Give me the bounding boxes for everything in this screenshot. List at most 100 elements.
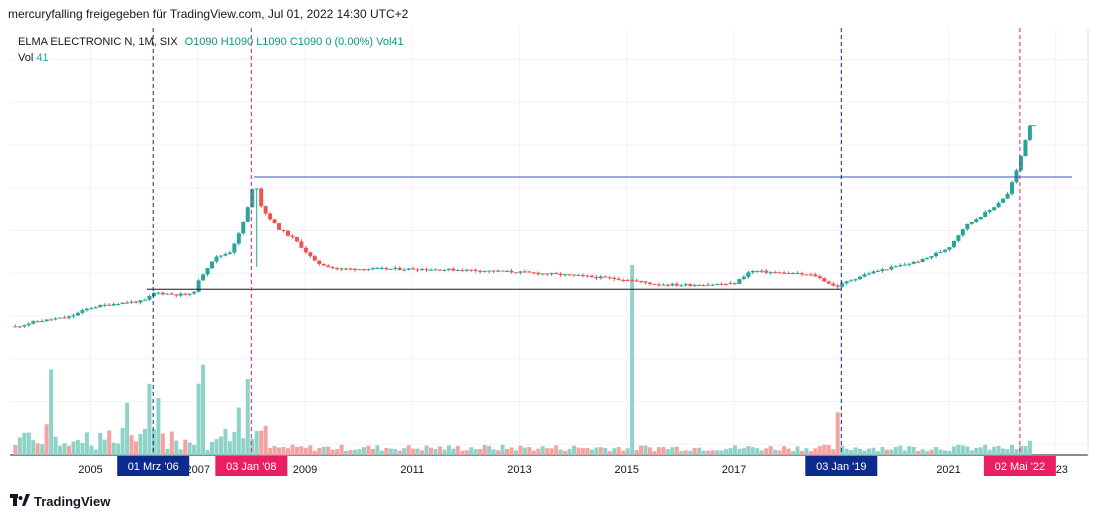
date-badge [215, 456, 288, 476]
tradingview-brand[interactable]: TradingView [34, 493, 111, 509]
candle-body [496, 270, 501, 272]
candle-body [518, 271, 523, 273]
candle-body [89, 307, 94, 309]
volume-bar [585, 447, 590, 455]
candle-body [1018, 156, 1023, 171]
candle-body [500, 270, 505, 272]
candle-body [871, 271, 876, 274]
volume-bar [312, 450, 317, 455]
volume-bar [871, 447, 876, 455]
volume-bar [174, 440, 179, 455]
volume-bar [782, 446, 787, 455]
candle-body [201, 274, 206, 281]
candle-body [178, 293, 183, 296]
candle-body [572, 274, 577, 276]
candle-body [956, 235, 961, 241]
volume-bar [656, 447, 661, 455]
volume-bar [612, 448, 617, 455]
volume-bar [925, 451, 930, 455]
candle-body [652, 283, 657, 285]
candle-body [951, 240, 956, 248]
candle-body [768, 272, 773, 274]
candle-body [625, 280, 630, 282]
footer: TradingView [10, 491, 110, 511]
volume-bar [241, 438, 246, 455]
volume-bar [71, 441, 76, 455]
volume-bar [831, 449, 836, 455]
date-badge-label: 03 Jan '08 [226, 461, 276, 473]
volume-bar [460, 450, 465, 455]
volume-bar [491, 449, 496, 455]
candle-body [822, 278, 827, 282]
tradingview-logo-icon[interactable] [10, 494, 30, 508]
candle-body [898, 265, 903, 267]
volume-bar [321, 446, 326, 455]
candle-body [312, 256, 317, 261]
volume-bar [348, 449, 353, 455]
candle-body [415, 269, 420, 271]
volume-bar [160, 433, 165, 455]
volume-bar [13, 445, 18, 455]
x-tick-label: 2009 [293, 464, 317, 476]
volume-bar [630, 265, 635, 455]
volume-bar [308, 445, 313, 455]
volume-bar [75, 439, 80, 455]
candle-body [817, 276, 822, 279]
volume-bar [840, 445, 845, 455]
volume-bar [934, 447, 939, 455]
candle-body [777, 272, 782, 274]
volume-bar [125, 402, 130, 455]
volume-bar [813, 448, 818, 455]
volume-bar [84, 432, 89, 455]
candle-body [330, 267, 335, 269]
volume-bar [263, 425, 268, 455]
candle-body [478, 270, 483, 272]
volume-bar [741, 448, 746, 455]
volume-bar [545, 448, 550, 455]
price-chart[interactable]: -400-2000200400600800100012001400CHF2005… [0, 28, 1100, 482]
candle-body [513, 272, 518, 274]
candle-body [554, 273, 559, 275]
candle-body [540, 273, 545, 275]
candle-body [992, 207, 997, 211]
chart-area[interactable]: -400-2000200400600800100012001400CHF2005… [0, 28, 1100, 482]
candle-body [902, 264, 907, 266]
candle-body [692, 285, 697, 287]
candle-body [268, 213, 273, 220]
candle-body [464, 269, 469, 271]
volume-bar [639, 445, 644, 455]
volume-label[interactable]: Vol [18, 52, 34, 64]
volume-bar [357, 449, 362, 455]
candle-body [473, 269, 478, 271]
candle-body [1027, 126, 1032, 140]
candle-body [826, 281, 831, 284]
candle-body [916, 261, 921, 263]
volume-bar [567, 448, 572, 455]
candle-body [719, 284, 724, 286]
volume-bar [844, 448, 849, 455]
candle-body [411, 268, 416, 270]
volume-bar [17, 437, 22, 455]
candle-body [580, 274, 585, 276]
volume-bar [826, 445, 831, 455]
volume-bar [536, 448, 541, 455]
volume-bar [294, 446, 299, 455]
chart-title: mercuryfalling freigegeben für TradingVi… [8, 7, 409, 21]
candle-body [1001, 198, 1006, 203]
volume-bar [916, 451, 921, 455]
volume-bar [902, 450, 907, 455]
candle-body [723, 284, 728, 286]
volume-bar [898, 445, 903, 455]
candle-body [549, 273, 554, 275]
candle-body [49, 319, 54, 321]
candle-body [563, 274, 568, 276]
candle-body [277, 223, 282, 230]
volume-bar [576, 447, 581, 455]
volume-bar [44, 424, 49, 455]
volume-bar [26, 432, 31, 455]
volume-bar [1001, 448, 1006, 455]
x-tick-label: 23 [1056, 464, 1068, 476]
candle-body [263, 206, 268, 214]
volume-bar [513, 450, 518, 455]
symbol-label[interactable]: ELMA ELECTRONIC N, 1M, SIX [18, 36, 178, 48]
